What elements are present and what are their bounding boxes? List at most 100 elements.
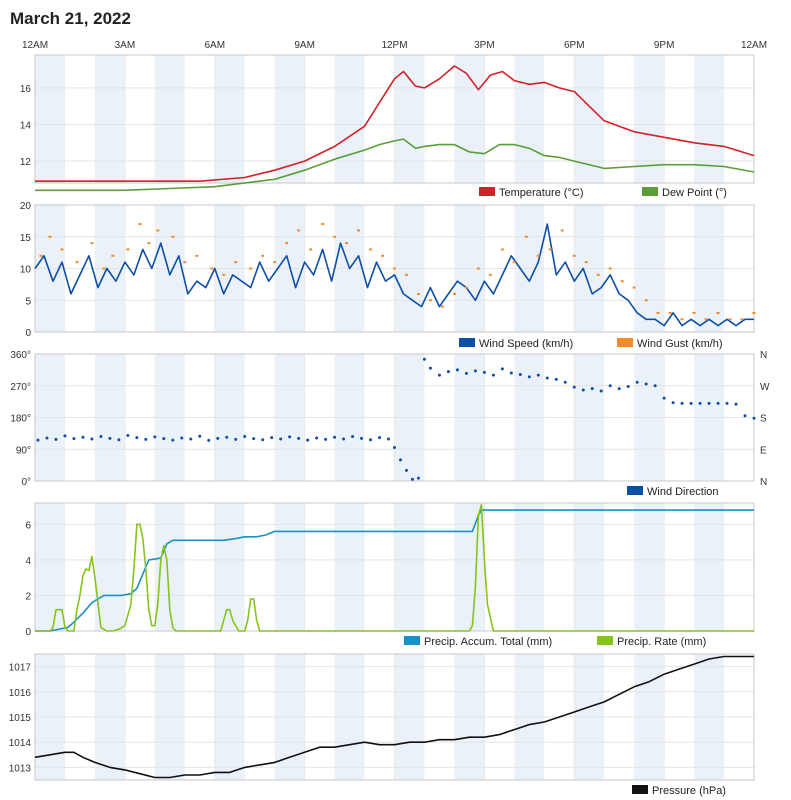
data-point: [617, 387, 621, 391]
data-point: [416, 292, 420, 295]
data-point: [428, 366, 432, 370]
legend-swatch: [627, 486, 643, 495]
data-point: [48, 235, 52, 238]
y-tick-label: 0: [25, 328, 31, 339]
legend-label: Precip. Accum. Total (mm): [424, 636, 552, 648]
hour-band: [514, 55, 545, 183]
chart-wind: 0 5 10 15 20 Wind Gust (km/h) Wind Speed (km/h…: [20, 201, 756, 350]
data-point: [680, 318, 684, 321]
legend-item[interactable]: Wind Gust (km/h): [617, 338, 723, 350]
series-line-temperature: [35, 65, 755, 182]
hour-band: [35, 55, 65, 183]
y-tick-label: 15: [20, 233, 32, 244]
data-point: [716, 311, 720, 314]
series-line-dew_point: [35, 138, 755, 192]
data-point: [153, 435, 157, 439]
data-point: [342, 437, 346, 441]
legend-swatch: [597, 636, 613, 645]
data-point: [536, 254, 540, 257]
data-point: [39, 254, 43, 257]
data-point: [410, 477, 414, 481]
data-point: [135, 436, 139, 440]
data-point: [743, 414, 747, 418]
data-point: [270, 436, 274, 440]
data-point: [689, 401, 693, 405]
data-point: [210, 267, 214, 270]
y-tick-label: 90°: [16, 445, 31, 456]
data-point: [183, 261, 187, 264]
data-point: [518, 372, 522, 376]
data-point: [351, 435, 355, 439]
data-point: [704, 318, 708, 321]
time-axis-label: 12AM: [741, 40, 767, 51]
data-point: [387, 437, 391, 441]
data-point: [252, 437, 256, 441]
data-point: [249, 267, 253, 270]
data-point: [36, 438, 40, 442]
data-point: [102, 267, 106, 270]
data-point: [195, 254, 199, 257]
hour-band: [694, 503, 725, 631]
data-point: [297, 436, 301, 440]
legend-item[interactable]: Precip. Rate (mm): [597, 636, 706, 648]
data-point: [671, 401, 675, 405]
data-point: [288, 435, 292, 439]
data-point: [698, 401, 702, 405]
time-axis-label: 9AM: [294, 40, 315, 51]
legend-label: Wind Direction: [647, 486, 719, 498]
data-point: [452, 292, 456, 295]
legend-item[interactable]: Wind Speed (km/h): [459, 338, 573, 350]
data-point: [500, 367, 504, 371]
chart-pressure: 1013 1014 1015 1016 1017 Pressure (hPa): [9, 653, 755, 797]
time-axis-label: 12PM: [381, 40, 407, 51]
data-point: [393, 267, 396, 270]
data-point: [548, 248, 552, 251]
time-axis-label: 3AM: [115, 40, 136, 51]
data-point: [279, 437, 283, 441]
y-tick-label: 0°: [21, 477, 31, 488]
data-point: [297, 229, 301, 232]
data-point: [285, 242, 289, 245]
data-point: [527, 375, 531, 379]
time-axis-label: 6PM: [564, 40, 585, 51]
data-point: [60, 248, 64, 251]
data-point: [198, 434, 202, 438]
data-point: [162, 437, 166, 441]
data-point: [90, 437, 94, 441]
data-point: [144, 437, 148, 441]
legend-label: Wind Speed (km/h): [479, 338, 573, 350]
data-point: [156, 229, 160, 232]
data-point: [234, 437, 238, 441]
legend-label: Temperature (°C): [499, 187, 583, 199]
hour-band: [634, 55, 665, 183]
data-point: [416, 476, 420, 480]
legend-item[interactable]: Pressure (hPa): [632, 785, 726, 797]
data-point: [369, 438, 373, 442]
legend-item[interactable]: Dew Point (°): [642, 187, 727, 199]
data-point: [491, 373, 495, 377]
y-tick-label-right: W: [760, 382, 770, 393]
data-point: [599, 389, 603, 393]
y-tick-label: 4: [25, 556, 31, 567]
hour-band: [274, 55, 305, 183]
data-point: [321, 223, 325, 226]
legend-item[interactable]: Precip. Accum. Total (mm): [404, 636, 552, 648]
data-point: [273, 261, 277, 264]
data-point: [345, 242, 349, 245]
data-point: [63, 434, 67, 438]
data-point: [512, 261, 516, 264]
hour-band: [274, 503, 305, 631]
data-point: [428, 299, 432, 302]
data-point: [357, 229, 361, 232]
data-point: [524, 235, 528, 238]
data-point: [455, 368, 459, 372]
data-point: [632, 286, 636, 289]
y-tick-label: 5: [25, 296, 31, 307]
legend-item[interactable]: Wind Direction: [627, 486, 719, 498]
data-point: [509, 371, 513, 375]
legend-swatch: [404, 636, 420, 645]
data-point: [117, 438, 121, 442]
legend-item[interactable]: Temperature (°C): [479, 187, 583, 199]
hour-band: [634, 503, 665, 631]
data-point: [216, 436, 220, 440]
